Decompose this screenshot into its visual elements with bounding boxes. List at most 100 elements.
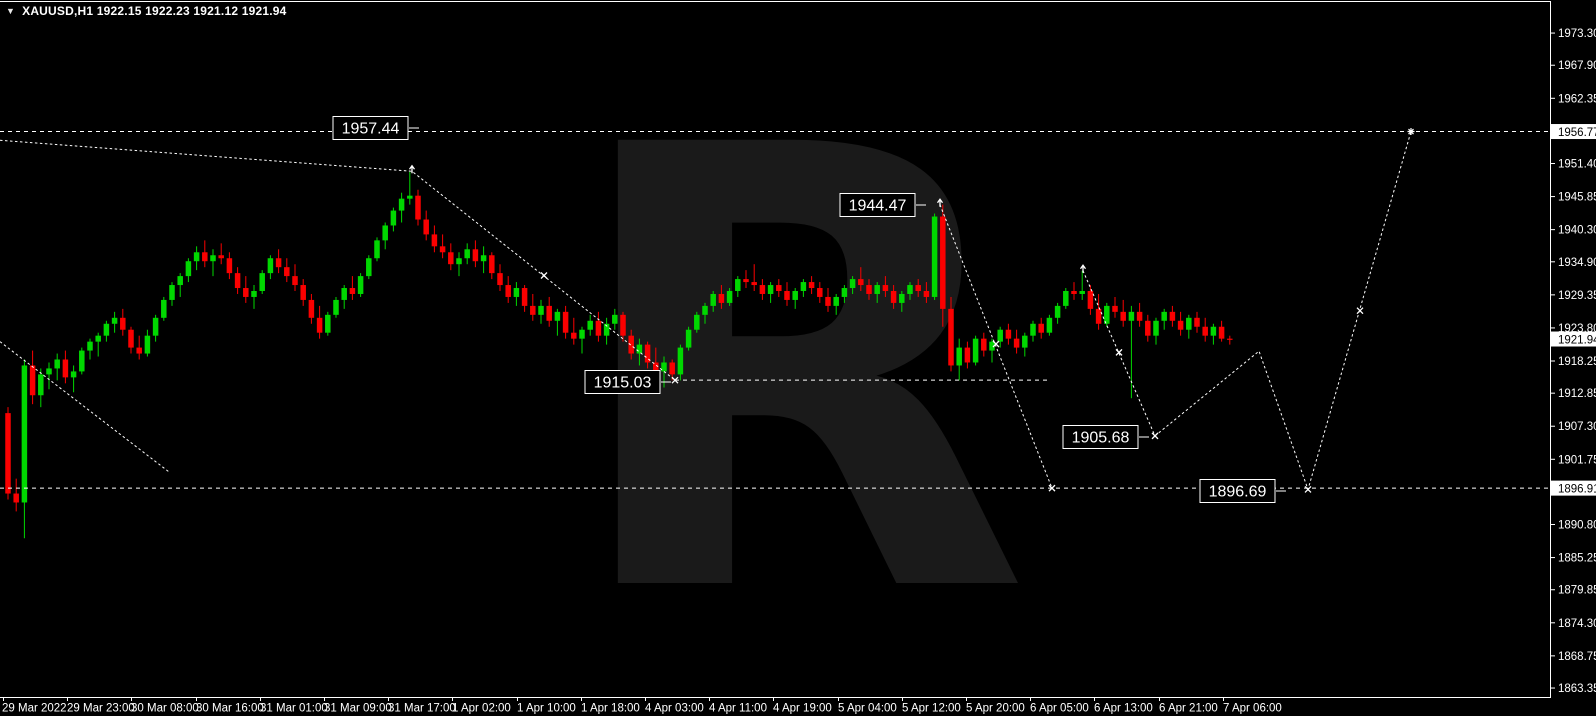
x-axis-tick-label: 4 Apr 03:00 [645, 703, 704, 715]
x-axis-tick-label: 31 Mar 09:00 [324, 703, 392, 715]
candle [144, 329, 151, 357]
price-annotation-box[interactable] [1199, 479, 1276, 503]
candle [915, 279, 921, 297]
candle [1005, 323, 1012, 345]
price-tag-box [1551, 480, 1596, 496]
price-tag-box [1551, 124, 1596, 140]
candle [267, 255, 274, 280]
candle [5, 407, 11, 500]
price-annotation-box[interactable] [1062, 425, 1139, 449]
price-tag-label: 1896.91 [1558, 484, 1596, 496]
candle [718, 285, 725, 309]
candle [431, 225, 438, 253]
price-annotation-box[interactable] [839, 193, 916, 217]
symbol-dropdown-icon[interactable]: ▼ [6, 5, 16, 16]
candle [218, 243, 224, 265]
candle [759, 279, 766, 300]
candle [308, 293, 315, 324]
x-axis-tick-label: 29 Mar 23:00 [67, 703, 135, 715]
x-axis-tick-label: 6 Apr 05:00 [1030, 703, 1089, 715]
candle [931, 213, 938, 300]
candle [677, 344, 684, 381]
candle [603, 317, 610, 345]
candle [480, 246, 487, 274]
candle [964, 341, 971, 369]
overlays-layer [0, 131, 1550, 492]
x-marker [1356, 307, 1364, 315]
candle [579, 326, 585, 354]
candle [103, 320, 110, 342]
y-axis[interactable]: 1973.301967.901962.351956.901951.401945.… [1550, 28, 1596, 695]
candle [152, 314, 159, 342]
candle [202, 240, 208, 268]
candle [95, 332, 101, 357]
price-annotation-text: 1905.68 [1072, 430, 1130, 447]
candle [226, 252, 233, 280]
candle [275, 249, 282, 274]
candle [325, 311, 331, 336]
candle [1095, 293, 1102, 330]
candle [1120, 299, 1126, 327]
candle [1087, 285, 1094, 315]
price-annotation[interactable]: 1905.68 [1062, 425, 1149, 449]
candle [833, 293, 839, 315]
x-axis-tick-label: 1 Apr 10:00 [517, 703, 576, 715]
candle [79, 347, 85, 375]
candle [1194, 311, 1200, 333]
candle [497, 264, 503, 291]
candle [300, 279, 306, 306]
chart-header: ▼ XAUUSD,H1 1922.15 1922.23 1921.12 1921… [6, 4, 287, 18]
candle [981, 332, 987, 357]
price-annotation[interactable]: 1957.44 [332, 116, 419, 140]
price-annotation-text: 1957.44 [342, 121, 400, 138]
candle [456, 252, 462, 277]
price-annotation[interactable]: 1944.47 [839, 193, 926, 217]
price-annotation-box[interactable] [584, 370, 661, 394]
candle [669, 359, 675, 381]
candle [538, 299, 544, 324]
candle [776, 279, 782, 297]
price-annotation[interactable]: 1915.03 [584, 370, 671, 394]
y-axis-tick-label: 1907.30 [1558, 421, 1596, 433]
candle [882, 276, 889, 297]
candle [357, 273, 364, 297]
price-tag-label: 1921.94 [1558, 335, 1596, 347]
price-annotation[interactable]: 1896.69 [1199, 479, 1286, 503]
candle [1071, 282, 1077, 300]
x-axis-tick-label: 4 Apr 11:00 [709, 703, 767, 715]
candle [1145, 314, 1151, 342]
candle [858, 267, 864, 291]
candle [505, 276, 511, 303]
price-annotation-box[interactable] [332, 116, 409, 140]
lower-trendline [0, 341, 171, 474]
x-marker [1151, 432, 1159, 440]
candle [62, 350, 69, 384]
star-marker [1407, 128, 1415, 136]
x-axis-tick-label: 6 Apr 13:00 [1094, 703, 1153, 715]
y-axis-tick-label: 1973.30 [1558, 28, 1596, 40]
candle [38, 368, 44, 408]
candle [1202, 317, 1208, 342]
y-axis-tick-label: 1901.75 [1558, 454, 1596, 466]
candle [546, 296, 552, 327]
x-axis-tick-label: 5 Apr 04:00 [838, 703, 897, 715]
x-axis-tick-label: 30 Mar 16:00 [196, 703, 264, 715]
candle [792, 288, 798, 309]
candle [997, 326, 1003, 348]
candle [374, 237, 380, 262]
candle [177, 273, 183, 297]
y-axis-tick-label: 1934.90 [1558, 257, 1596, 269]
candle [415, 189, 421, 226]
candle [439, 234, 446, 259]
candle [800, 279, 807, 297]
candle [1177, 311, 1184, 336]
x-marker [671, 376, 679, 384]
candle [735, 276, 741, 297]
candle [923, 282, 930, 303]
candle [1030, 320, 1036, 342]
x-axis-tick-label: 5 Apr 12:00 [902, 703, 961, 715]
candle [120, 308, 126, 336]
